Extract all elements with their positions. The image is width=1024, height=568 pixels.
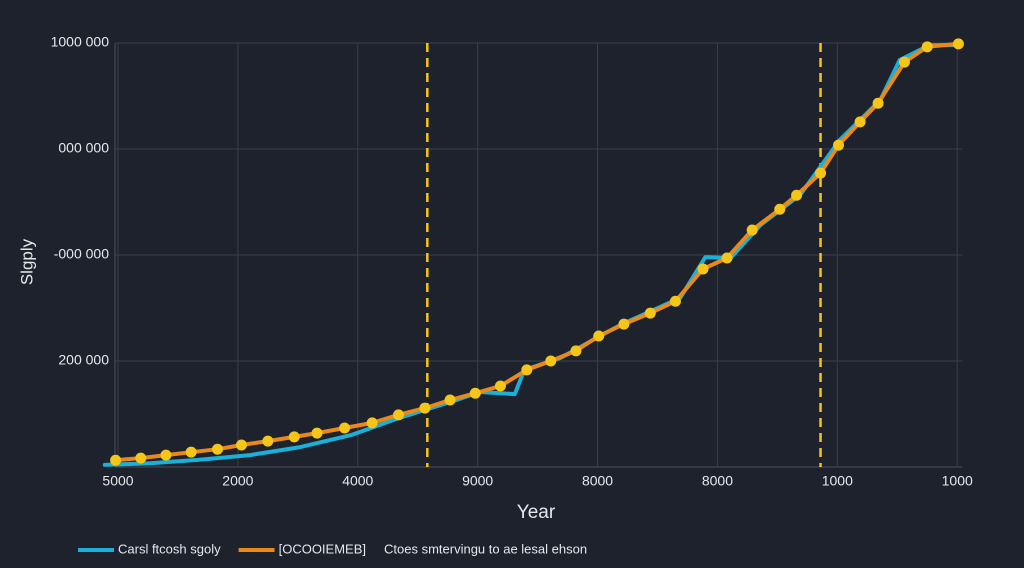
data-point [545, 355, 557, 367]
y-axis-label: Slgply [17, 238, 36, 285]
data-point [697, 263, 709, 275]
y-tick-label: 200 000 [58, 352, 109, 368]
legend-label: [OCOOIEMEB] [279, 541, 366, 556]
data-point [419, 402, 431, 414]
legend-label: Carsl ftcosh sgoly [118, 541, 221, 556]
y-tick-label: -000 000 [54, 246, 109, 262]
data-point [644, 307, 656, 319]
x-tick-label: 2000 [222, 473, 253, 489]
y-tick-label: 1000 000 [51, 34, 110, 50]
legend-note: Ctoes smtervingu to ae lesal ehson [384, 541, 587, 556]
data-point [262, 435, 274, 447]
data-point [721, 252, 733, 264]
data-point [444, 394, 456, 406]
data-point [110, 454, 122, 466]
data-point [593, 330, 605, 342]
data-point [746, 224, 758, 236]
x-tick-label: 8000 [582, 473, 613, 489]
data-point [669, 295, 681, 307]
data-point [570, 345, 582, 357]
data-point [854, 116, 866, 128]
data-point [618, 318, 630, 330]
data-point [311, 427, 323, 439]
x-tick-label: 1000 [822, 473, 853, 489]
x-tick-label: 1000 [942, 473, 973, 489]
x-tick-label: 8000 [702, 473, 733, 489]
data-point [160, 449, 172, 461]
data-point [135, 452, 147, 464]
data-point [921, 41, 933, 53]
data-point [791, 189, 803, 201]
data-point [952, 38, 964, 50]
x-tick-label: 4000 [342, 473, 373, 489]
data-point [833, 139, 845, 151]
data-point [815, 167, 827, 179]
data-point [212, 443, 224, 455]
y-tick-label: 000 000 [58, 140, 109, 156]
data-point [288, 431, 300, 443]
data-point [469, 387, 481, 399]
data-point [235, 439, 247, 451]
data-point [872, 97, 884, 109]
data-point [366, 417, 378, 429]
data-point [185, 446, 197, 458]
data-point [494, 380, 506, 392]
data-point [339, 422, 351, 434]
data-point [393, 409, 405, 421]
data-point [521, 364, 533, 376]
x-tick-label: 9000 [462, 473, 493, 489]
x-axis-label: Year [517, 502, 556, 523]
data-point [898, 56, 910, 68]
x-tick-label: 5000 [102, 473, 133, 489]
data-point [774, 203, 786, 215]
